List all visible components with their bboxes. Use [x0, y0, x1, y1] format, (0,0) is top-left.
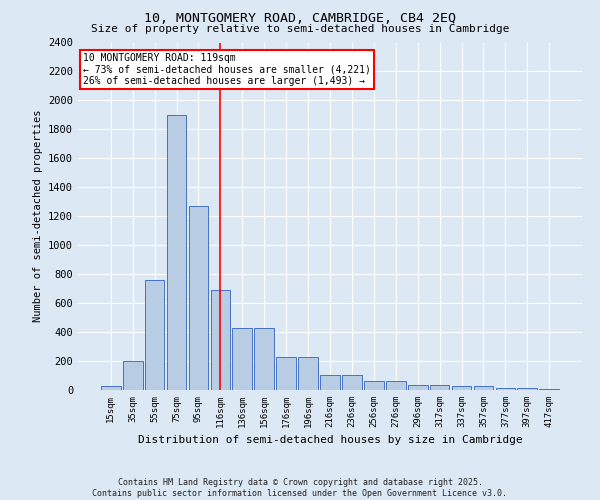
X-axis label: Distribution of semi-detached houses by size in Cambridge: Distribution of semi-detached houses by … — [137, 436, 523, 446]
Bar — [539, 388, 559, 390]
Bar — [123, 361, 143, 390]
Bar — [188, 206, 208, 390]
Bar — [232, 328, 252, 390]
Bar — [430, 385, 449, 390]
Bar — [386, 382, 406, 390]
Text: Contains HM Land Registry data © Crown copyright and database right 2025.
Contai: Contains HM Land Registry data © Crown c… — [92, 478, 508, 498]
Bar — [517, 388, 537, 390]
Text: Size of property relative to semi-detached houses in Cambridge: Size of property relative to semi-detach… — [91, 24, 509, 34]
Bar — [276, 356, 296, 390]
Bar — [452, 386, 472, 390]
Bar — [364, 382, 384, 390]
Text: 10 MONTGOMERY ROAD: 119sqm
← 73% of semi-detached houses are smaller (4,221)
26%: 10 MONTGOMERY ROAD: 119sqm ← 73% of semi… — [83, 53, 371, 86]
Text: 10, MONTGOMERY ROAD, CAMBRIDGE, CB4 2EQ: 10, MONTGOMERY ROAD, CAMBRIDGE, CB4 2EQ — [144, 12, 456, 26]
Bar — [320, 375, 340, 390]
Y-axis label: Number of semi-detached properties: Number of semi-detached properties — [32, 110, 43, 322]
Bar — [473, 386, 493, 390]
Bar — [342, 375, 362, 390]
Bar — [408, 385, 428, 390]
Bar — [101, 386, 121, 390]
Bar — [496, 388, 515, 390]
Bar — [254, 328, 274, 390]
Bar — [298, 356, 318, 390]
Bar — [211, 290, 230, 390]
Bar — [167, 115, 187, 390]
Bar — [145, 280, 164, 390]
